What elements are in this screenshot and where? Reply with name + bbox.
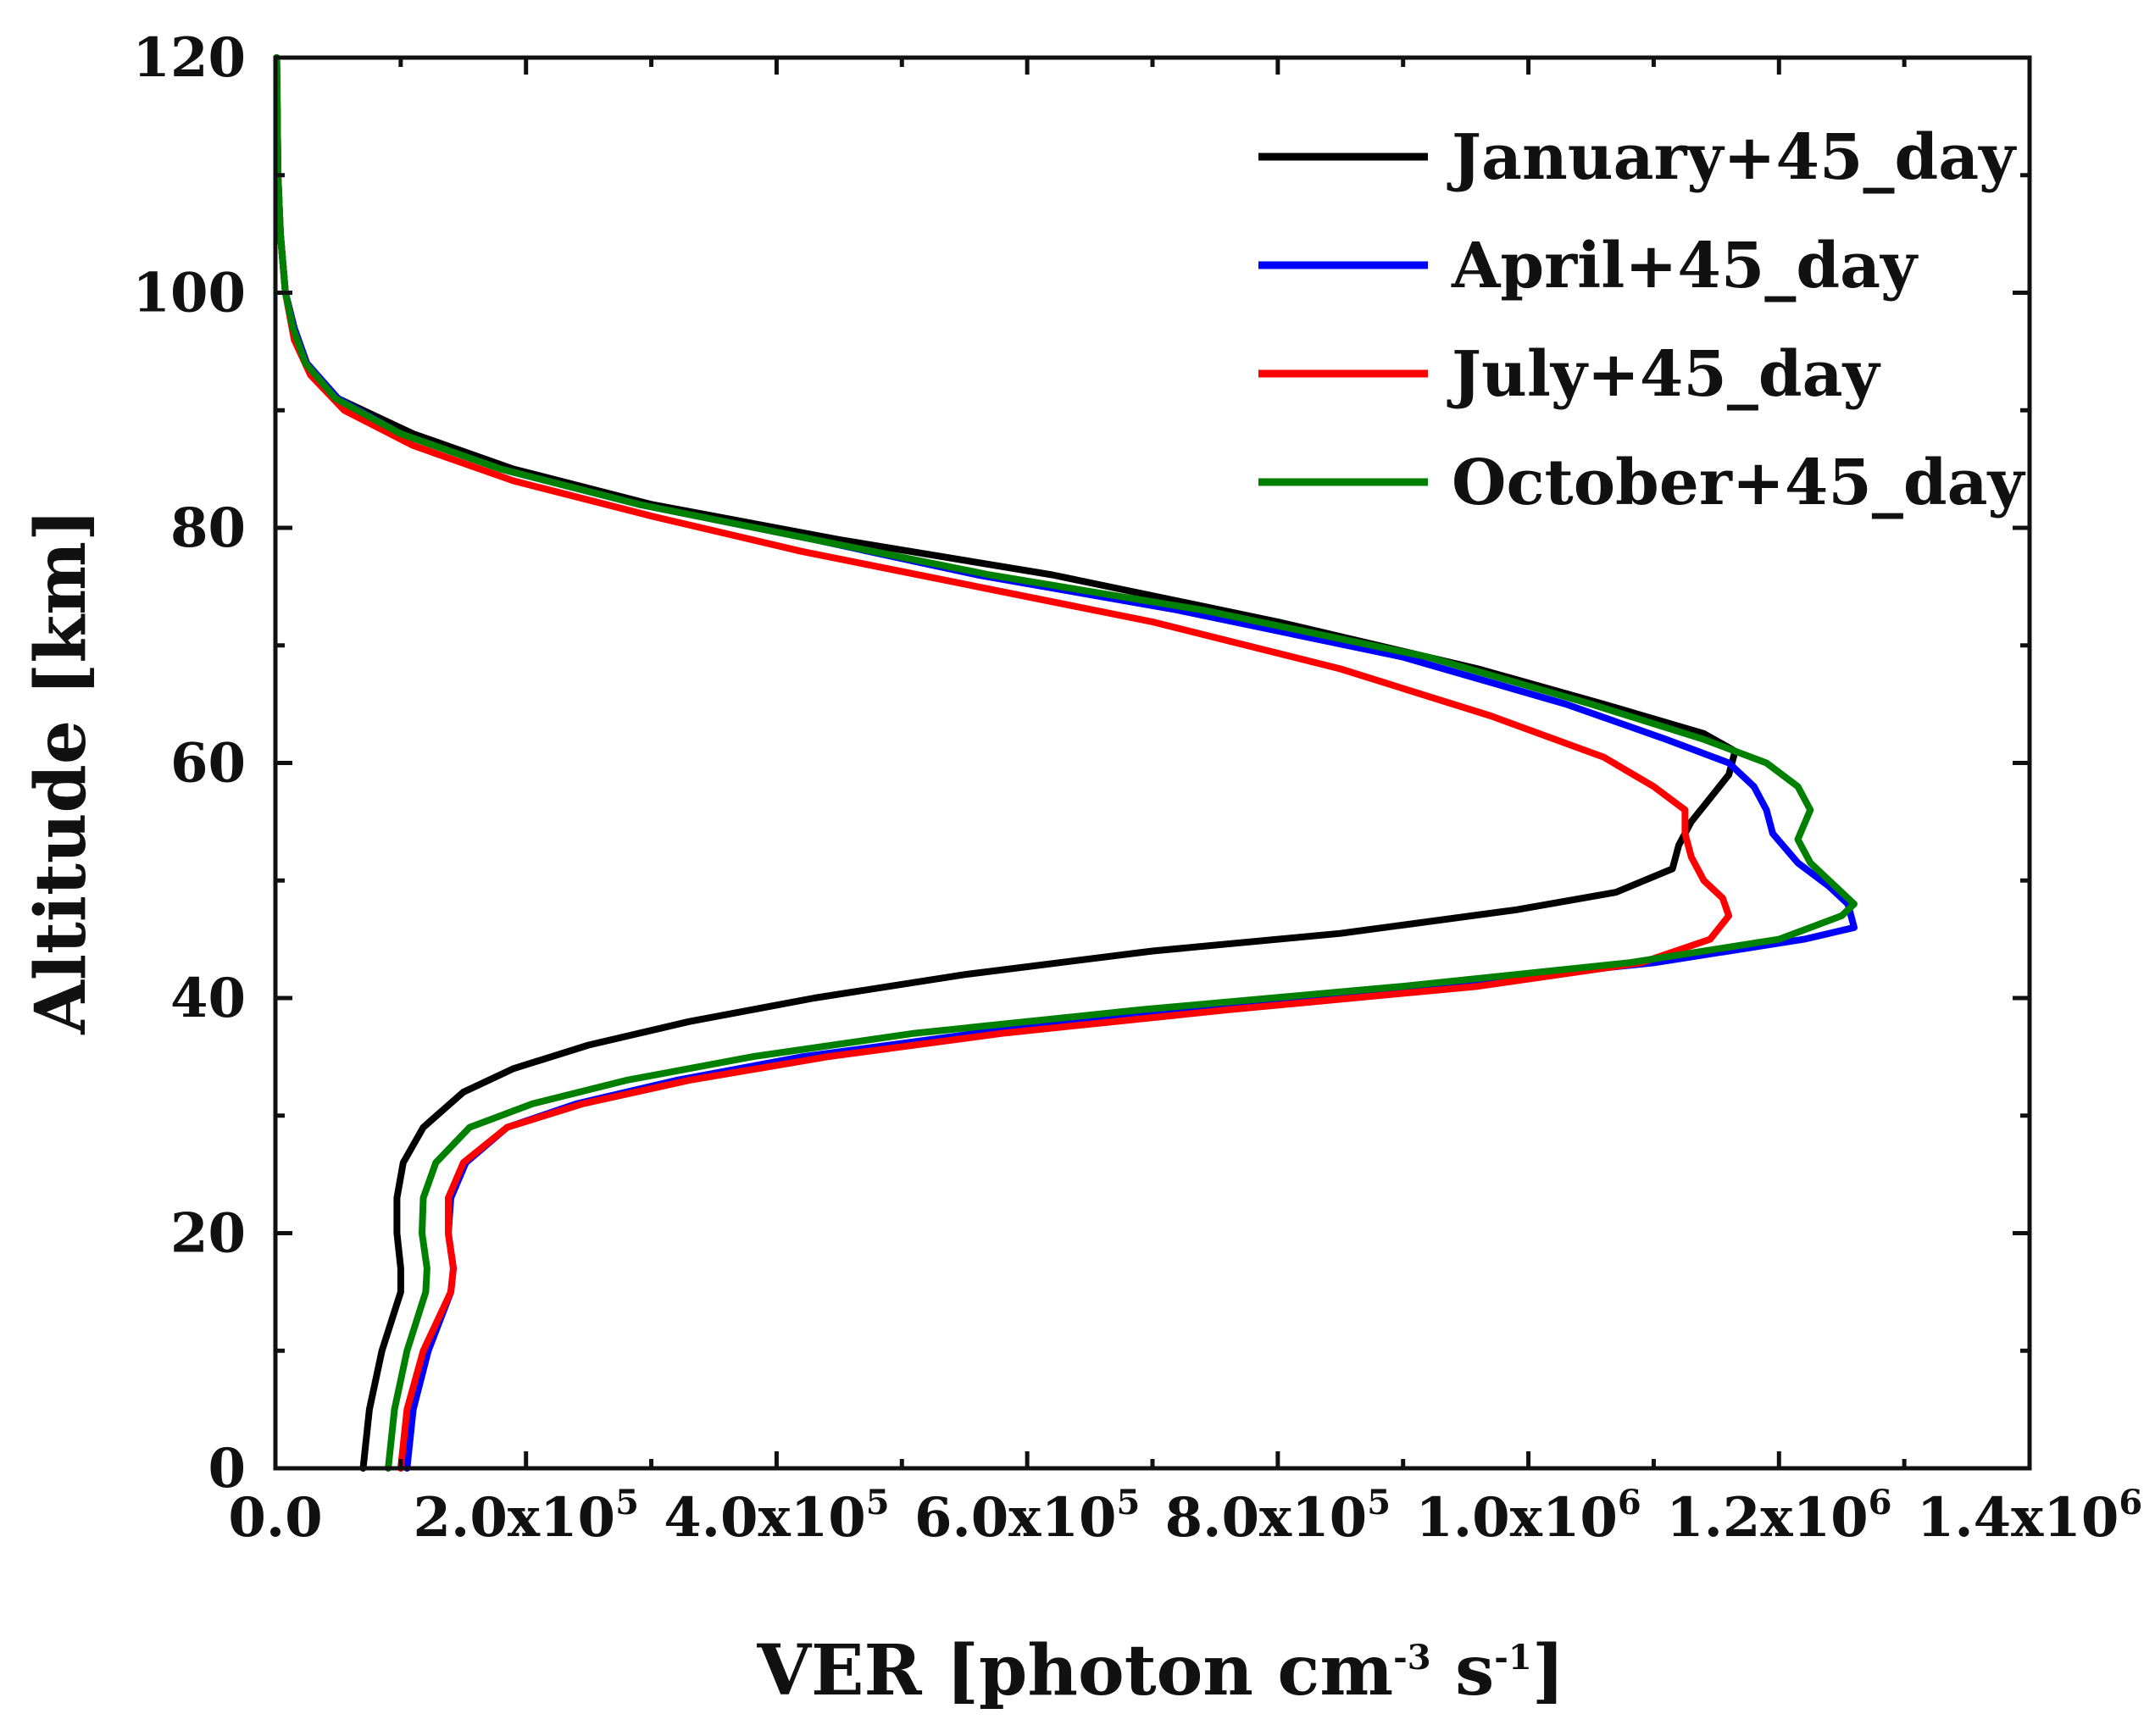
- x-tick-label: 4.0x105: [664, 1483, 889, 1550]
- legend-label-january-45-day: January+45_day: [1447, 121, 2017, 194]
- x-axis-title: VER [photon cm-3 s-1]: [756, 1630, 1564, 1711]
- x-axis-title-sup2: -1: [1494, 1638, 1531, 1678]
- x-tick-label: 1.0x106: [1415, 1483, 1641, 1550]
- x-tick-label: 6.0x105: [914, 1483, 1140, 1550]
- ticks-group: 0.0 2.0x105 4.0x105 6.0x105 8.0x105 1.0x106 1.…: [132, 26, 2142, 1550]
- legend: January+45_day April+45_day July+45_day Oct…: [1258, 121, 2026, 519]
- legend-label-october-45-day: October+45_day: [1452, 446, 2026, 519]
- y-tick-label: 80: [170, 496, 246, 560]
- x-tick-label: 8.0x105: [1165, 1483, 1391, 1550]
- series-group: [273, 54, 1858, 1472]
- series-line-october-45-day: [273, 54, 1858, 1472]
- x-axis-title-end: ]: [1532, 1630, 1565, 1711]
- y-tick-label: 60: [170, 732, 246, 796]
- y-tick-label: 120: [132, 26, 246, 90]
- x-axis-title-mid: s: [1431, 1630, 1495, 1711]
- y-tick-label: 100: [132, 262, 246, 325]
- y-tick-label: 20: [170, 1202, 246, 1266]
- y-tick-label: 40: [170, 967, 246, 1030]
- x-axis-title-main: VER [photon cm: [756, 1630, 1393, 1711]
- legend-label-july-45-day: July+45_day: [1447, 338, 1881, 411]
- x-tick-label: 0.0: [228, 1486, 322, 1550]
- y-axis-title: Altitude [km]: [20, 508, 102, 1035]
- series-line-july-45-day: [273, 54, 1733, 1472]
- y-tick-label: 0: [208, 1437, 246, 1500]
- x-tick-label: 2.0x105: [414, 1483, 639, 1550]
- x-tick-label: 1.4x106: [1917, 1483, 2142, 1550]
- x-tick-label: 1.2x106: [1666, 1483, 1891, 1550]
- x-axis-title-sup1: -3: [1393, 1638, 1430, 1678]
- series-line-january-45-day: [273, 54, 1739, 1472]
- legend-label-april-45-day: April+45_day: [1451, 230, 1919, 302]
